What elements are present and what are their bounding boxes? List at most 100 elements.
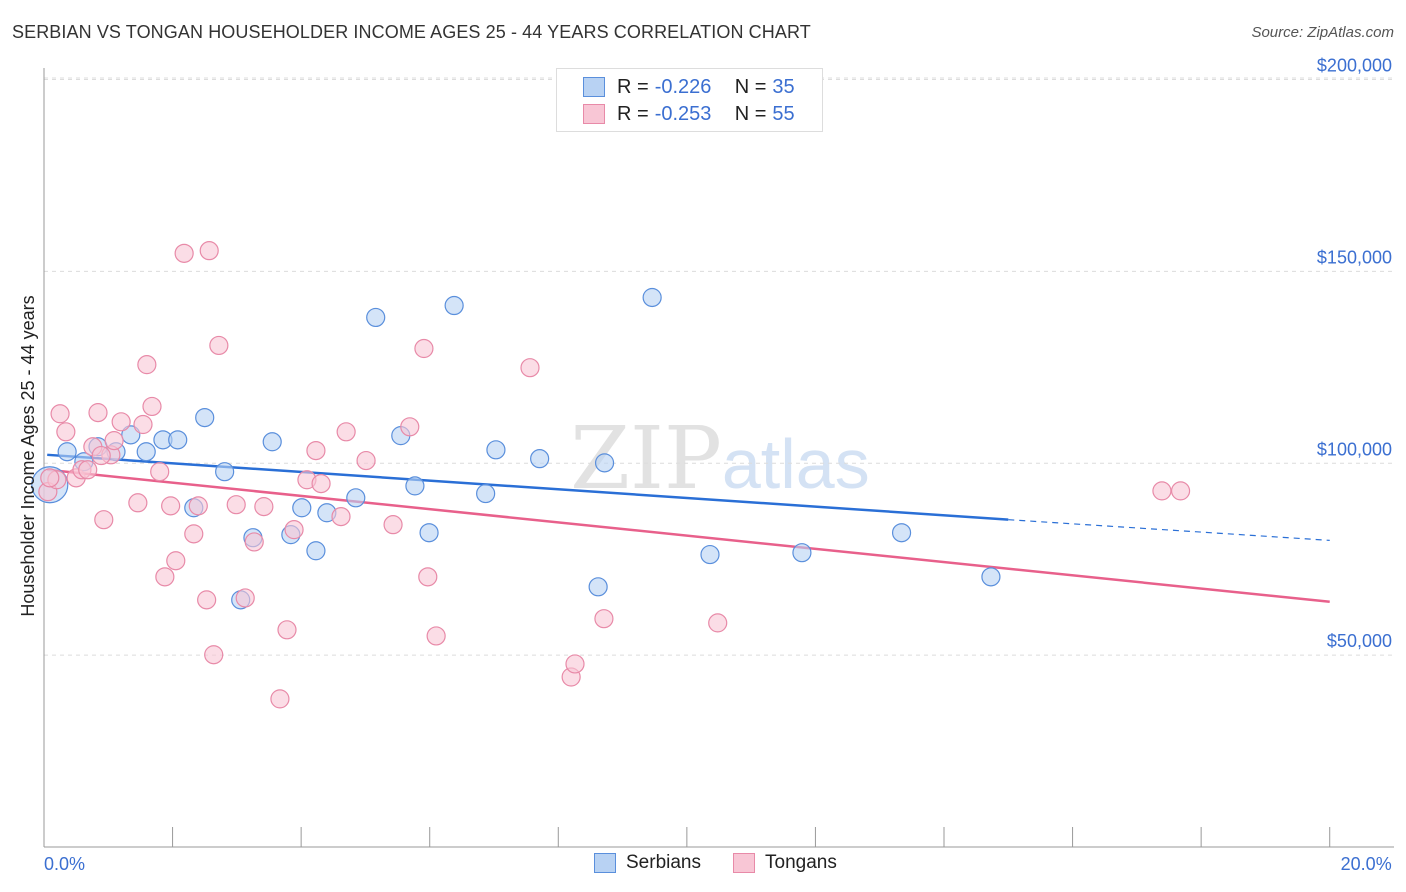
serbian-point [588,577,608,597]
serbian-point [366,307,386,328]
tongan-point [174,243,194,263]
tongan-point [128,493,148,513]
source-label: Source: ZipAtlas.com [1251,24,1394,41]
serbians-swatch [594,853,616,873]
tongan-point [1170,481,1191,501]
tongan-point [40,468,60,488]
tongan-point [336,422,356,442]
serbian-point [405,476,425,496]
serbian-point [57,442,77,462]
tongan-point [284,520,304,540]
tongan-point [166,551,186,571]
tongan-point [1152,481,1172,501]
legend-row-serbians: R = -0.226 N = 35 [583,74,795,100]
chart-title: SERBIAN VS TONGAN HOUSEHOLDER INCOME AGE… [12,22,811,42]
tongan-point [94,510,114,530]
tongan-trend-line [47,468,1330,604]
serbian-point [700,544,720,565]
n-value: 55 [772,102,795,125]
serbian-point [444,295,464,316]
tongan-point [188,496,208,516]
tongan-point [244,532,264,552]
tongan-point [88,403,108,423]
serbian-trend-line [47,453,1009,521]
tongan-point [565,654,585,674]
serbian-point [530,449,550,469]
serbian-point [292,498,312,518]
tongan-point [400,417,420,437]
y-tick-label: $150,000 [1317,247,1392,267]
r-value: -0.253 [654,102,712,125]
tongan-point [226,495,246,515]
serbian-point [168,430,188,450]
legend: R = -0.226 N = 35 R = -0.253 N = 55 [556,68,823,132]
legend-item-serbians[interactable]: Serbians [594,852,701,874]
tongan-point [277,620,297,640]
serbian-point [136,442,156,462]
r-label: R = [617,75,649,98]
x-tick-label: 20.0% [1341,854,1392,874]
serbian-point [981,567,1001,587]
tongan-point [708,613,728,633]
tongan-point [418,567,438,587]
serbian-trend-extension [1008,519,1330,541]
tongan-point [50,404,70,424]
tongan-point [142,396,162,417]
tongan-point [133,414,153,435]
legend-label: Serbians [626,852,701,873]
tongan-point [161,496,181,516]
serbian-point [346,488,366,508]
tongan-point [426,626,446,646]
tongans-swatch [583,104,605,124]
legend-row-tongans: R = -0.253 N = 55 [583,101,795,127]
tongan-point [111,412,131,432]
y-tick-label: $100,000 [1317,439,1392,459]
serbian-point [891,523,912,543]
serbian-point [306,541,326,561]
serbian-point [792,543,812,563]
tongan-point [104,431,124,451]
serbian-point [476,483,496,504]
tongan-point [137,355,157,375]
tongan-point [356,450,376,471]
tongan-point [331,506,351,527]
tongan-point [155,567,175,587]
x-tick-label: 0.0% [44,854,85,874]
serbian-point [215,462,235,482]
tongan-point [209,335,229,356]
n-label: N = [734,102,767,125]
serbian-point [262,432,282,452]
tongan-point [150,462,170,482]
y-axis-title: Householder Income Ages 25 - 44 years [18,295,38,616]
n-label: N = [734,75,767,98]
tongan-point [184,524,204,544]
y-tick-label: $200,000 [1317,56,1392,76]
r-label: R = [617,102,649,125]
tongan-point [414,338,434,359]
tongan-point [520,358,540,378]
serbian-point [419,523,439,543]
tongan-point [197,590,217,610]
tongan-point [306,440,326,461]
serbians-swatch [583,77,605,97]
tongan-point [594,609,614,629]
serbian-point [486,440,506,460]
tongan-point [254,497,274,517]
r-value: -0.226 [654,75,712,98]
tongan-point [91,445,111,466]
serbian-point [195,407,215,428]
series-legend: Serbians Tongans [594,852,869,874]
serbian-point [642,287,662,308]
legend-item-tongans[interactable]: Tongans [733,852,837,874]
tongan-point [270,689,290,709]
tongans-swatch [733,853,755,873]
serbian-point [121,425,141,445]
legend-label: Tongans [765,852,837,873]
serbian-point [594,453,615,473]
tongan-point [204,645,224,665]
y-tick-label: $50,000 [1327,631,1392,651]
n-value: 35 [772,75,795,98]
tongan-point [56,422,76,442]
tongan-point [235,588,255,608]
